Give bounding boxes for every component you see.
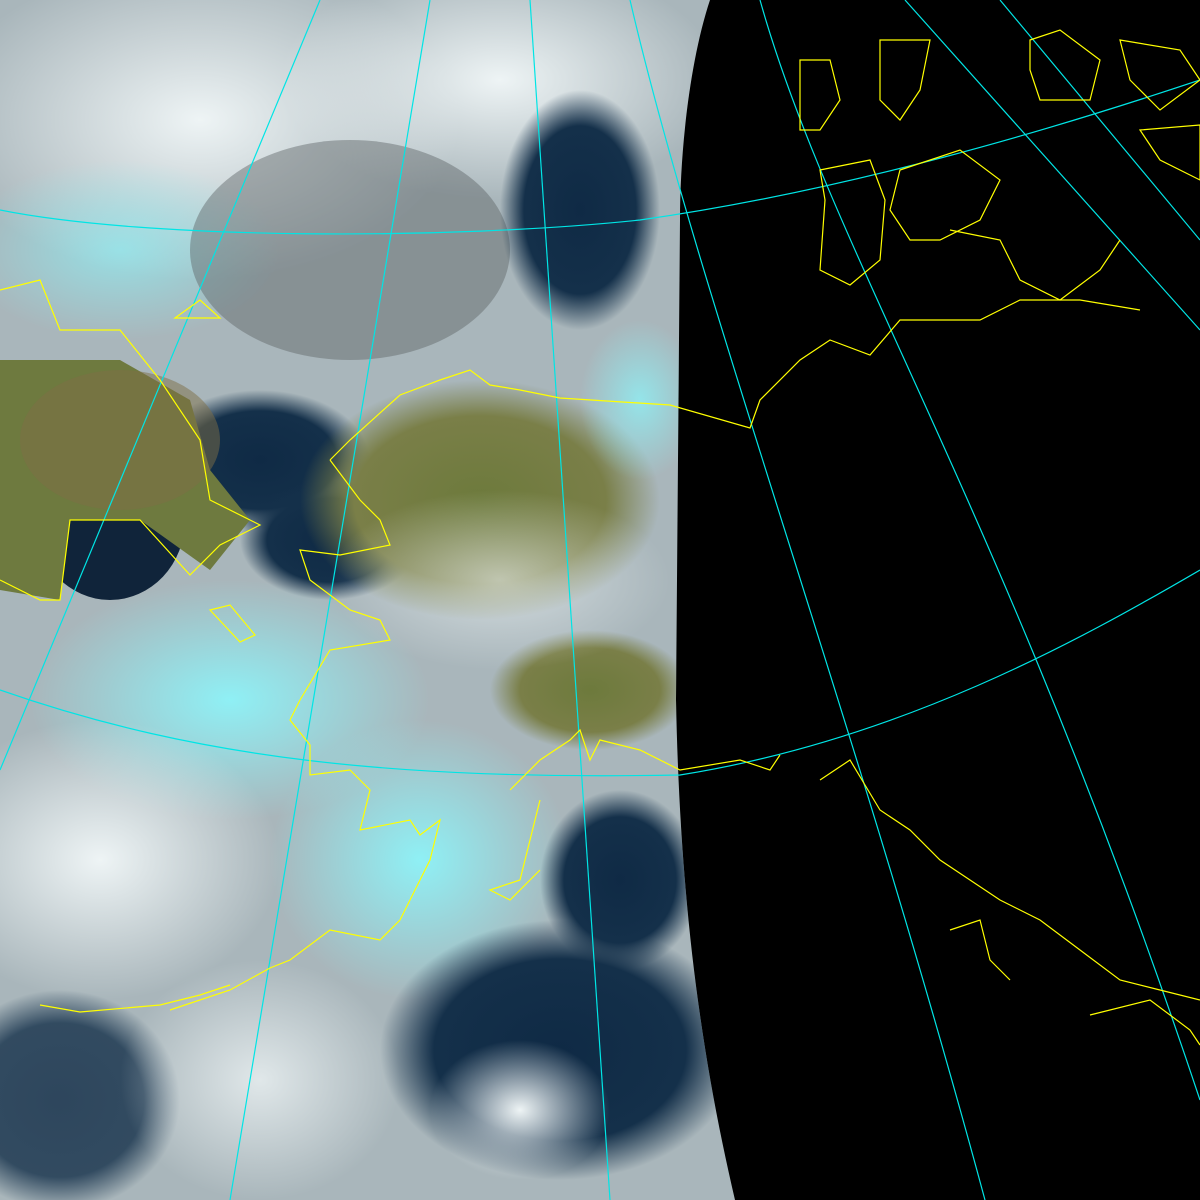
meridian-line: [229, 0, 431, 1200]
meridian-line: [904, 0, 1200, 331]
coastline: [39, 984, 231, 1013]
coastline: [1089, 999, 1200, 1046]
meridian-line: [759, 0, 1200, 1101]
coastline: [0, 279, 262, 601]
coastline: [1119, 39, 1200, 111]
meridian-line: [0, 0, 321, 771]
coastline: [329, 299, 1141, 461]
coastline: [488, 799, 541, 901]
coastline: [819, 159, 886, 286]
coastline: [879, 39, 931, 121]
meridian-line: [629, 0, 986, 1200]
coastline: [949, 229, 1121, 301]
parallel-line: [0, 569, 1200, 777]
meridian-line: [529, 0, 611, 1200]
coastlines: [0, 29, 1200, 1046]
coastline: [1138, 124, 1200, 181]
coastline: [169, 459, 441, 1011]
coastline: [208, 604, 256, 643]
meridian-line: [999, 0, 1200, 241]
parallel-line: [0, 79, 1200, 235]
coastline: [949, 919, 1011, 981]
coastline: [173, 299, 222, 319]
coastline: [819, 759, 1200, 1001]
coastline: [1029, 29, 1101, 101]
coastline: [889, 149, 1001, 241]
daylight-imagery: [0, 0, 735, 1200]
coastline: [799, 59, 841, 131]
coastline: [509, 728, 781, 791]
